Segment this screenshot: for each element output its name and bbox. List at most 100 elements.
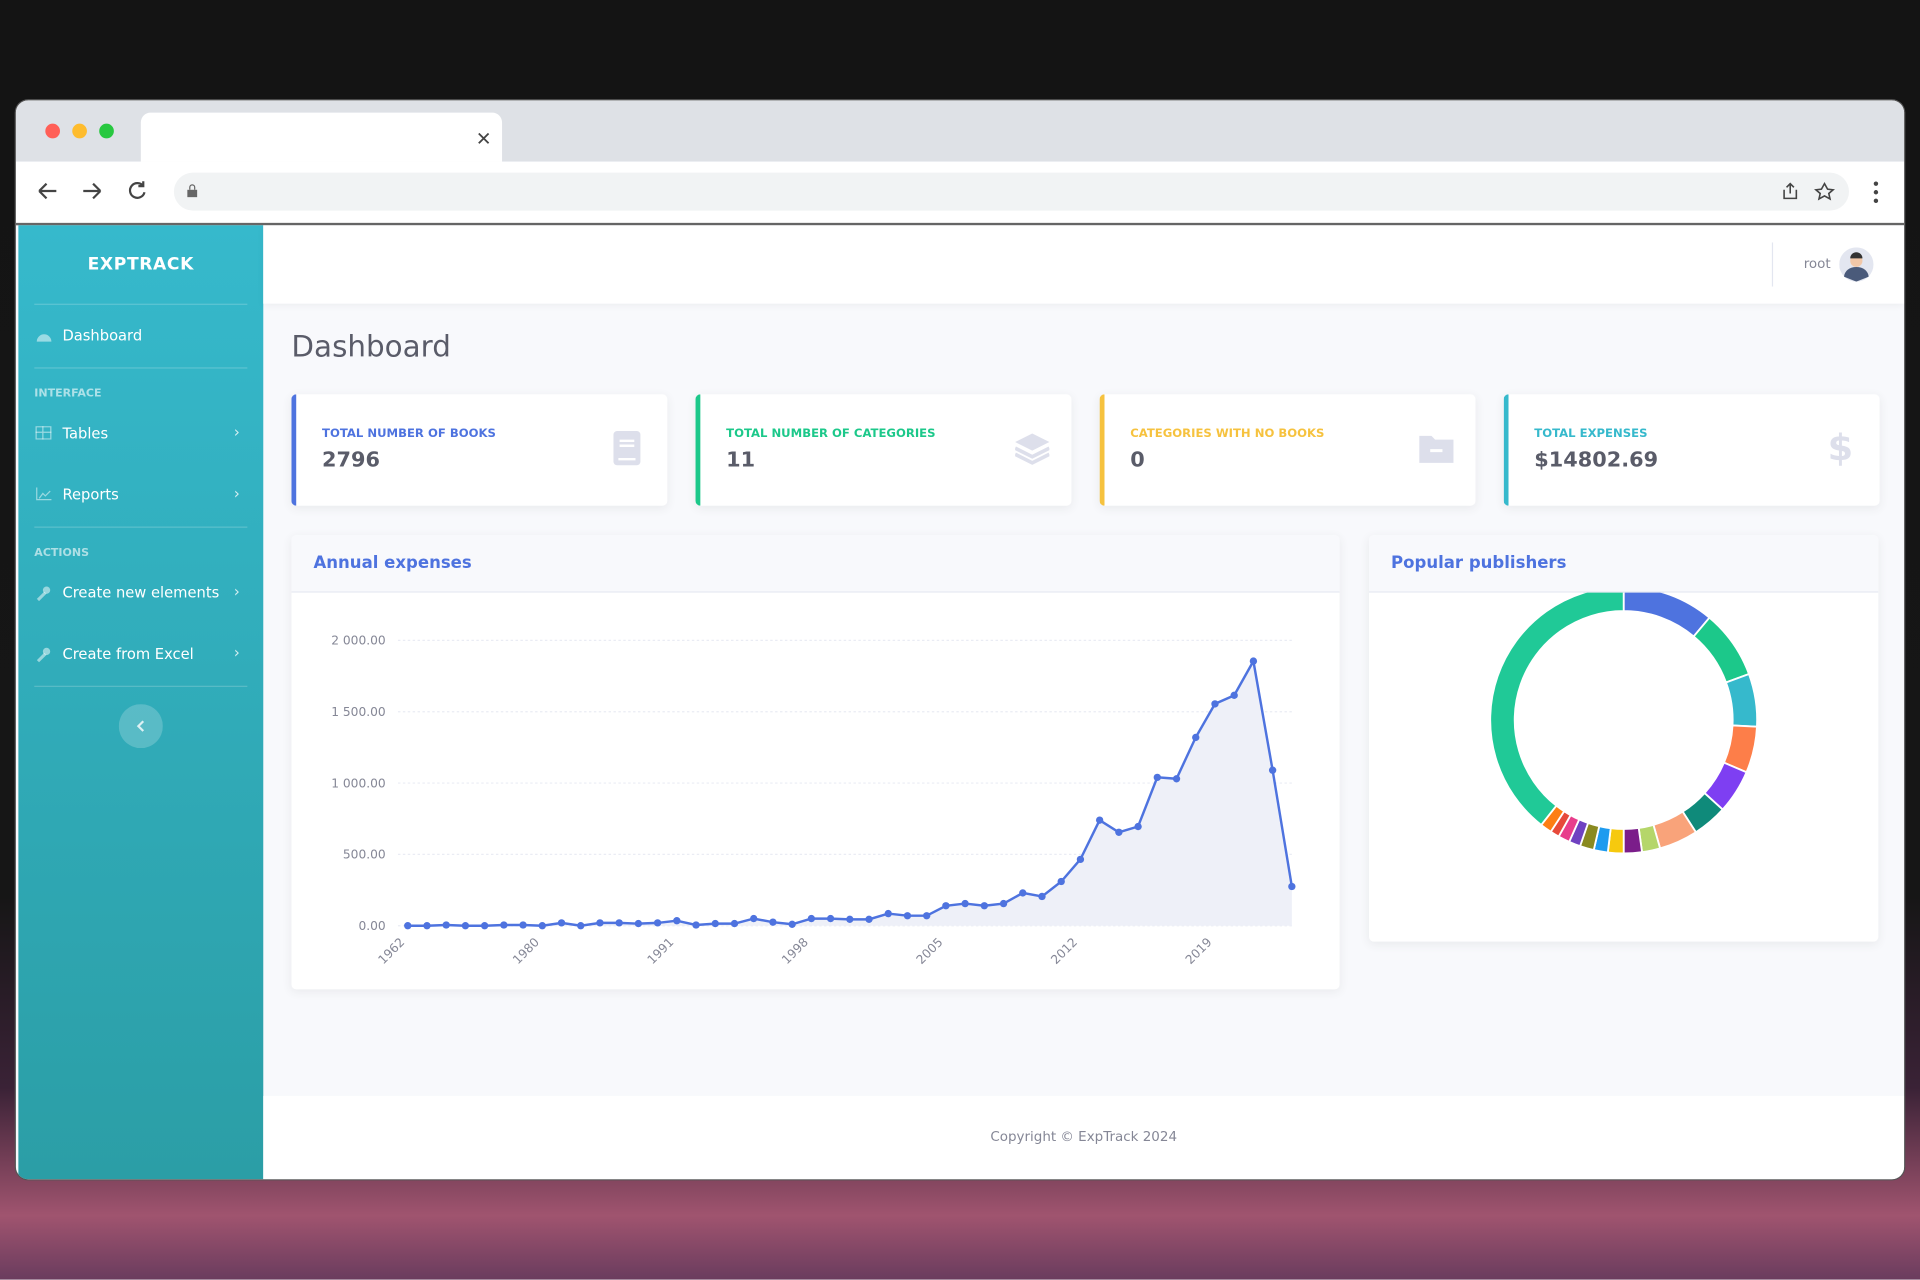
card-title: Popular publishers bbox=[1391, 553, 1567, 574]
point bbox=[442, 921, 450, 929]
kpi-icon bbox=[1015, 433, 1050, 465]
kpi-value: 0 bbox=[1130, 448, 1145, 473]
point bbox=[865, 915, 873, 923]
point bbox=[846, 915, 854, 923]
x-tick-label: 1962 bbox=[376, 935, 408, 967]
area bbox=[407, 661, 1292, 926]
point bbox=[692, 921, 700, 929]
section-heading: ACTIONS bbox=[34, 547, 90, 560]
kpi-card: TOTAL EXPENSES $14802.69 $ bbox=[1503, 394, 1880, 506]
nav-item[interactable]: Create new elements bbox=[62, 584, 220, 602]
sidebar: EXPTRACK Dashboard INTERFACE Tables › Re… bbox=[18, 225, 264, 1180]
point bbox=[980, 902, 989, 910]
kpi-label: TOTAL EXPENSES bbox=[1534, 427, 1648, 441]
url-actions[interactable] bbox=[1780, 181, 1841, 201]
browser-tab[interactable] bbox=[140, 112, 503, 162]
point bbox=[711, 919, 719, 928]
svg-text:$: $ bbox=[1828, 431, 1854, 468]
point bbox=[1230, 691, 1238, 700]
point bbox=[461, 922, 470, 930]
nav-item[interactable]: Dashboard bbox=[62, 326, 143, 345]
point bbox=[1211, 700, 1219, 708]
line-chart: 0.00 500.00 1 000.00 1 500.00 2 000.00 1962 19… bbox=[331, 634, 1296, 967]
browser-window: EXPTRACK Dashboard INTERFACE Tables › Re… bbox=[15, 100, 1905, 1180]
top-navbar: root bbox=[263, 225, 1905, 304]
x-tick-label: 1991 bbox=[645, 935, 677, 967]
point bbox=[961, 899, 969, 908]
tab-close[interactable] bbox=[476, 131, 491, 146]
point bbox=[1134, 822, 1142, 831]
point bbox=[673, 917, 681, 925]
point bbox=[577, 922, 585, 930]
point bbox=[826, 914, 835, 923]
x-tick-label: 1998 bbox=[779, 935, 811, 967]
point bbox=[1019, 889, 1027, 897]
chevron: › bbox=[233, 644, 240, 662]
point bbox=[730, 919, 739, 928]
point bbox=[1057, 877, 1065, 886]
y-tick-label: 1 500.00 bbox=[331, 705, 385, 719]
kpi-icon: $ bbox=[1828, 431, 1854, 468]
browser-menu[interactable] bbox=[1872, 180, 1879, 204]
sidebar-toggle[interactable] bbox=[118, 704, 163, 749]
footer: Copyright © ExpTrack 2024 bbox=[263, 1095, 1905, 1180]
kpi-label: TOTAL NUMBER OF BOOKS bbox=[322, 427, 496, 441]
chevron: › bbox=[233, 582, 240, 601]
tables-icon bbox=[35, 426, 52, 440]
user-name[interactable]: root bbox=[1803, 255, 1831, 272]
point bbox=[404, 922, 412, 930]
slice bbox=[1692, 616, 1751, 684]
nav-item[interactable]: Create from Excel bbox=[62, 645, 194, 663]
point bbox=[1038, 892, 1046, 901]
point bbox=[1076, 855, 1085, 864]
kpi-card: TOTAL NUMBER OF CATEGORIES 11 bbox=[695, 394, 1072, 506]
kpi-label: TOTAL NUMBER OF CATEGORIES bbox=[726, 427, 936, 441]
point bbox=[1268, 766, 1277, 774]
point bbox=[999, 899, 1008, 908]
nav-buttons[interactable] bbox=[36, 179, 152, 203]
slice bbox=[1622, 826, 1644, 855]
line-chart-card: Annual expenses 0.00 500.00 1 000.00 1 500.… bbox=[291, 535, 1340, 990]
card-header: Popular publishers bbox=[1368, 535, 1879, 593]
y-tick-label: 500.00 bbox=[343, 848, 386, 862]
point bbox=[1192, 733, 1200, 742]
kpi-card: TOTAL NUMBER OF BOOKS 2796 bbox=[291, 394, 668, 506]
point bbox=[1249, 657, 1258, 665]
page-title: Dashboard bbox=[291, 329, 451, 364]
point bbox=[903, 912, 912, 920]
y-tick-label: 1 000.00 bbox=[331, 776, 385, 790]
kpi-label: CATEGORIES WITH NO BOOKS bbox=[1130, 427, 1325, 441]
dashboard-icon bbox=[36, 334, 52, 342]
slice bbox=[1724, 672, 1759, 728]
x-tick-label: 2005 bbox=[914, 935, 946, 967]
avatar[interactable] bbox=[1839, 247, 1874, 282]
x-tick-label: 2012 bbox=[1048, 935, 1080, 967]
window-controls[interactable] bbox=[40, 122, 126, 139]
card-header: Annual expenses bbox=[291, 535, 1340, 593]
section-heading: INTERFACE bbox=[34, 388, 102, 401]
point bbox=[923, 912, 931, 920]
x-tick-label: 2019 bbox=[1183, 935, 1215, 967]
point bbox=[423, 922, 431, 930]
kpi-value: $14802.69 bbox=[1534, 448, 1659, 473]
point bbox=[788, 920, 796, 928]
point bbox=[1153, 773, 1161, 782]
reports-icon bbox=[36, 487, 52, 501]
kpi-icon bbox=[613, 431, 641, 466]
pie-chart-card: Popular publishers bbox=[1368, 535, 1879, 942]
kpi-card: CATEGORIES WITH NO BOOKS 0 bbox=[1099, 394, 1476, 506]
brand[interactable]: EXPTRACK bbox=[87, 254, 195, 275]
divider bbox=[34, 303, 248, 305]
nav-item[interactable]: Tables bbox=[62, 424, 109, 443]
point bbox=[480, 922, 489, 930]
point bbox=[615, 919, 623, 927]
nav-item[interactable]: Reports bbox=[62, 486, 119, 504]
copyright: Copyright © ExpTrack 2024 bbox=[990, 1128, 1178, 1145]
point bbox=[884, 909, 892, 918]
x-tick-label: 1980 bbox=[510, 935, 542, 967]
divider bbox=[1771, 242, 1774, 287]
point bbox=[1288, 882, 1296, 891]
url-field[interactable] bbox=[173, 172, 1849, 211]
chevron: › bbox=[233, 423, 240, 441]
